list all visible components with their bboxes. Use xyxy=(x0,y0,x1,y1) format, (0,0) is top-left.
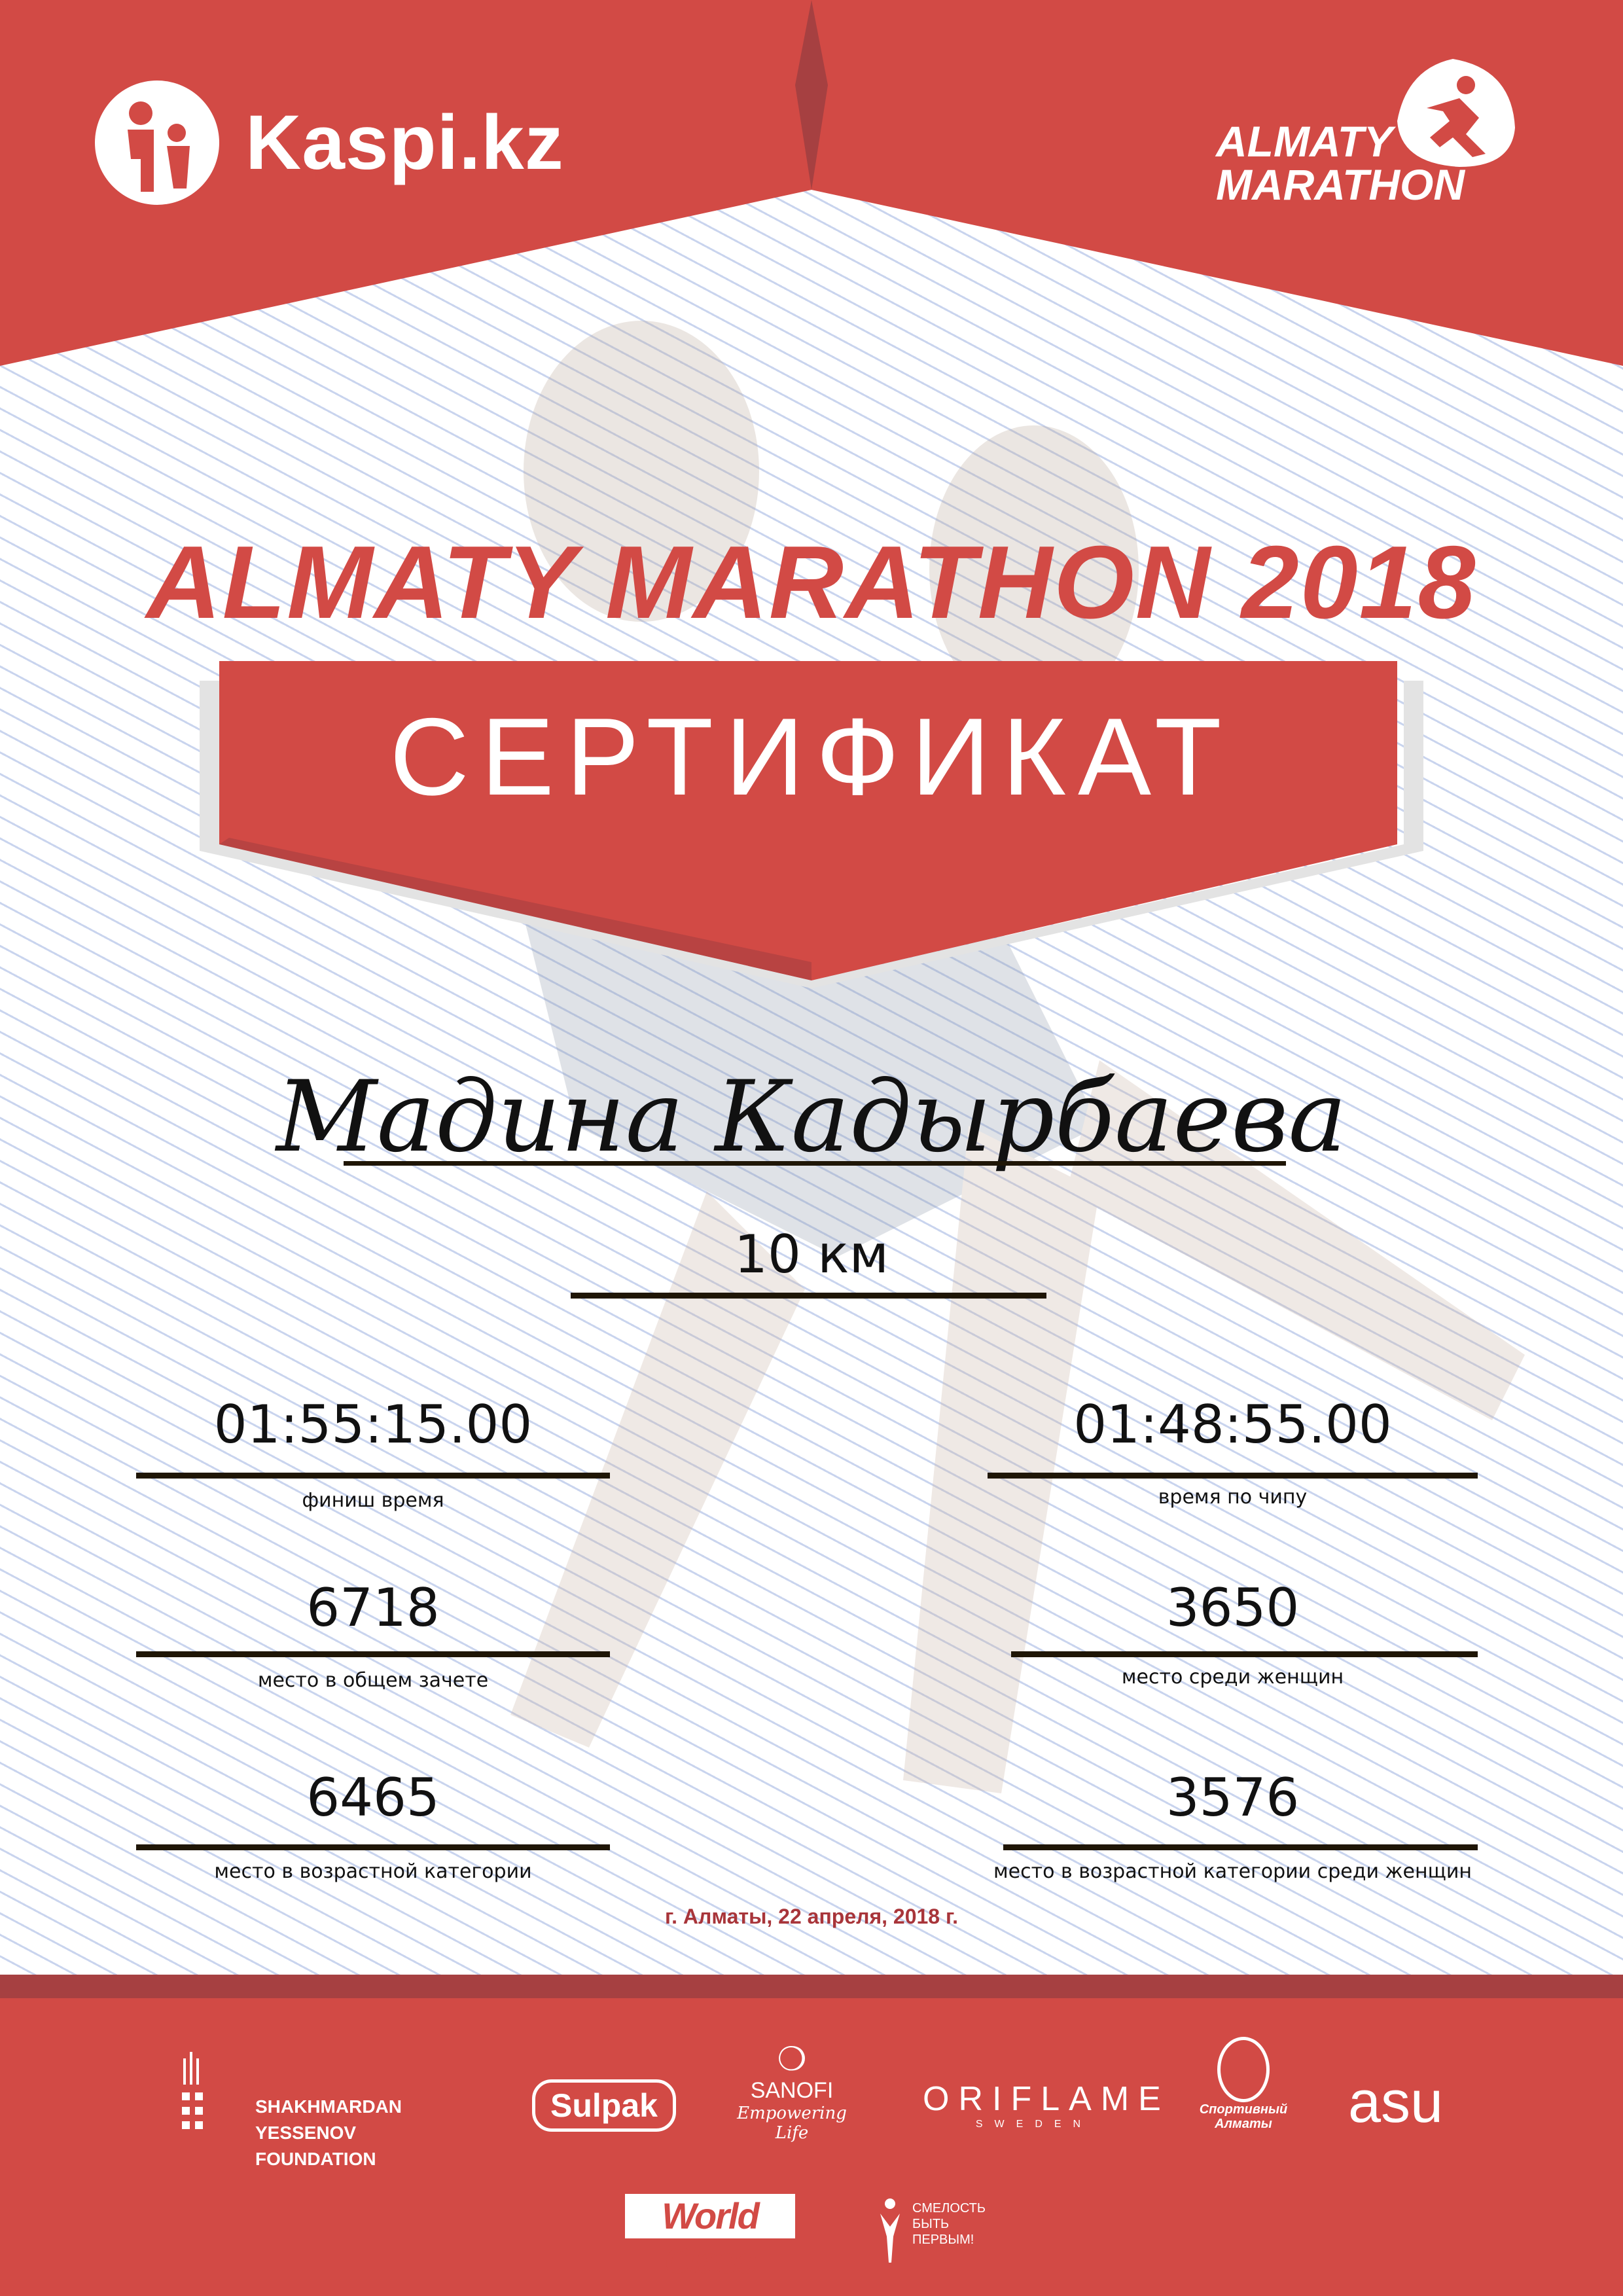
name-underline xyxy=(344,1161,1286,1166)
women-age-place-value: 3576 xyxy=(1166,1767,1300,1828)
certificate-ribbon xyxy=(200,661,1423,988)
yessenov-logo: SHAKHMARDAN YESSENOV FOUNDATION xyxy=(182,2052,402,2169)
age-place-underline xyxy=(136,1844,610,1850)
finish-time-label: финиш время xyxy=(302,1489,444,1512)
chip-time-label: время по чипу xyxy=(1158,1486,1308,1509)
distance-underline xyxy=(571,1293,1046,1299)
participant-name: Мадина Кадырбаева xyxy=(276,1060,1347,1174)
header-banner xyxy=(0,0,1623,366)
sport-almaty-emblem-icon xyxy=(1217,2037,1270,2102)
sanofi-drop-icon: ❍ xyxy=(777,2041,807,2077)
women-place-underline xyxy=(1011,1651,1478,1657)
certificate-label: СЕРТИФИКАТ xyxy=(389,695,1234,818)
yessenov-emblem-icon xyxy=(182,2052,203,2129)
age-place-label: место в возрастной категории xyxy=(214,1860,532,1883)
partners-footer: SHAKHMARDAN YESSENOV FOUNDATION Sulpak ❍… xyxy=(0,1975,1623,2296)
runner-icon xyxy=(1397,59,1515,167)
sanofi-tagline: Empowering Life xyxy=(737,2104,847,2143)
sport-almaty-logo: Спортивный Алматы xyxy=(1198,2037,1289,2131)
worldclass-logo: World Class xyxy=(625,2194,795,2281)
overall-place-label: место в общем зачете xyxy=(257,1669,489,1692)
finish-time-value: 01:55:15.00 xyxy=(213,1394,533,1455)
sanofi-logo: ❍ SANOFI Empowering Life xyxy=(726,2040,857,2143)
chip-time-underline xyxy=(988,1473,1478,1479)
women-age-place-label: место в возрастной категории среди женщи… xyxy=(993,1860,1472,1883)
almaty-marathon-logo-text: ALMATY MARATHON xyxy=(1216,117,1465,209)
age-place-value: 6465 xyxy=(306,1767,440,1828)
asu-logo: asu xyxy=(1348,2070,1444,2135)
footer-band xyxy=(0,1975,1623,1998)
overall-place-value: 6718 xyxy=(306,1577,440,1638)
women-place-label: место среди женщин xyxy=(1121,1666,1344,1689)
sulpak-logo: Sulpak xyxy=(532,2079,676,2132)
event-title: ALMATY MARATHON 2018 xyxy=(146,525,1477,640)
kaspi-logo-text: Kaspi.kz xyxy=(245,99,564,186)
kaspi-emblem-icon xyxy=(95,81,219,205)
women-place-value: 3650 xyxy=(1166,1577,1300,1638)
runners-photo xyxy=(478,321,1525,1793)
fund-logo: СМЕЛОСТЬ БЫТЬ ПЕРВЫМ! xyxy=(870,2178,986,2266)
fund-figure-icon xyxy=(880,2198,900,2263)
oriflame-sub-text: SWEDEN xyxy=(975,2119,1093,2130)
chip-time-value: 01:48:55.00 xyxy=(1073,1394,1392,1455)
women-age-place-underline xyxy=(1003,1844,1478,1850)
yessenov-logo-text: SHAKHMARDAN YESSENOV FOUNDATION xyxy=(255,2096,402,2169)
almaty-marathon-logo: ALMATY MARATHON xyxy=(1211,56,1525,216)
background-pattern xyxy=(0,0,1623,1977)
distance: 10 км xyxy=(734,1224,889,1285)
date-place: г. Алматы, 22 апреля, 2018 г. xyxy=(665,1905,958,1928)
kaspi-logo: Kaspi.kz xyxy=(95,81,564,205)
finish-time-underline xyxy=(136,1473,610,1479)
oriflame-logo: ORIFLAME SWEDEN xyxy=(923,2079,1170,2130)
fund-logo-text: СМЕЛОСТЬ БЫТЬ ПЕРВЫМ! xyxy=(912,2201,986,2247)
oriflame-logo-text: ORIFLAME xyxy=(923,2080,1170,2118)
sanofi-logo-text: SANOFI xyxy=(750,2078,834,2103)
overall-place-underline xyxy=(136,1651,610,1657)
sport-almaty-logo-text: Спортивный Алматы xyxy=(1199,2102,1288,2131)
